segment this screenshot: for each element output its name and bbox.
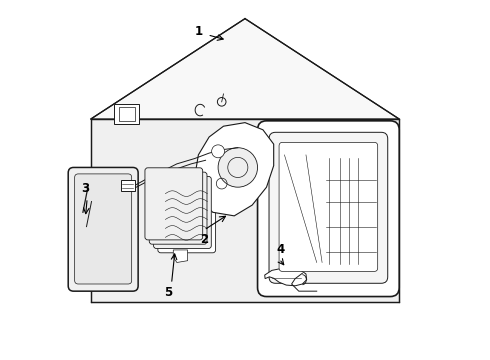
Text: 4: 4 (277, 243, 285, 256)
Circle shape (218, 148, 258, 187)
FancyBboxPatch shape (158, 181, 216, 253)
Polygon shape (195, 123, 274, 216)
Polygon shape (91, 119, 399, 302)
Bar (122, 180, 135, 191)
Bar (119, 107, 135, 121)
Text: 2: 2 (200, 233, 208, 246)
FancyBboxPatch shape (279, 142, 378, 271)
Bar (114, 104, 139, 125)
Polygon shape (91, 19, 399, 119)
Text: 1: 1 (195, 25, 202, 38)
FancyBboxPatch shape (145, 168, 203, 240)
FancyBboxPatch shape (68, 167, 138, 291)
Text: 3: 3 (81, 183, 90, 195)
FancyBboxPatch shape (74, 174, 132, 284)
FancyBboxPatch shape (153, 176, 211, 248)
FancyBboxPatch shape (258, 121, 399, 297)
Polygon shape (173, 250, 188, 262)
Polygon shape (265, 268, 307, 286)
Circle shape (212, 145, 224, 158)
FancyBboxPatch shape (269, 132, 388, 283)
FancyBboxPatch shape (149, 172, 207, 244)
Text: 5: 5 (164, 287, 172, 300)
